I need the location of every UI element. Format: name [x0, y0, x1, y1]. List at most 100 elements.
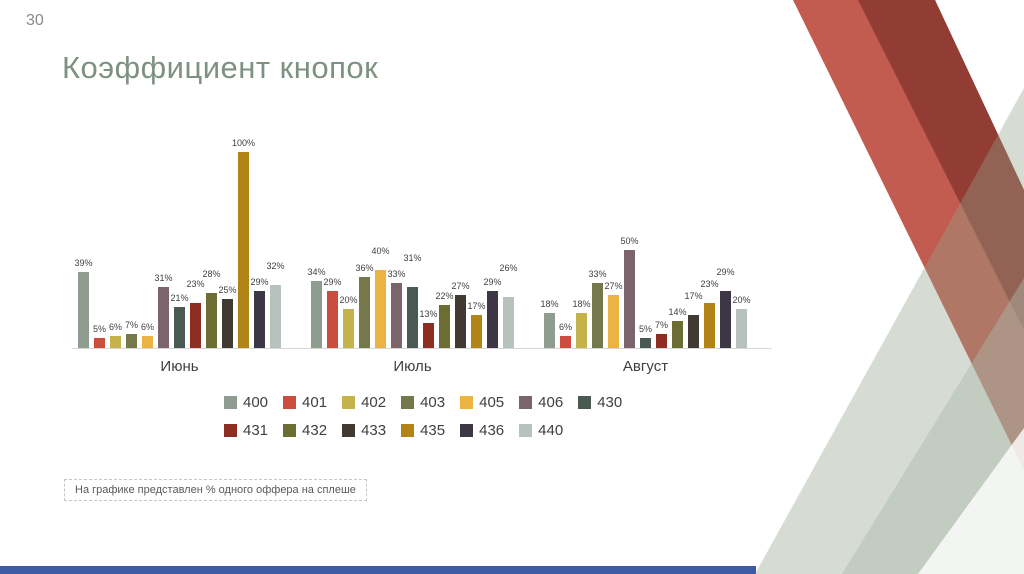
bar-value-label: 100% — [231, 138, 256, 148]
bar-series-405 — [142, 336, 153, 348]
slide-page-number: 30 — [26, 12, 44, 29]
bar-value-label: 39% — [74, 257, 93, 268]
bar-value-label: 18% — [572, 298, 591, 309]
bar-value-label: 27% — [604, 281, 623, 292]
legend-item-440: 440 — [519, 422, 563, 439]
bar-series-402 — [343, 308, 354, 348]
legend-label: 403 — [420, 394, 446, 411]
legend-label: 401 — [302, 394, 328, 411]
bar-value-label: 33% — [588, 269, 607, 280]
bar-series-406 — [158, 287, 169, 348]
legend-label: 402 — [361, 394, 387, 411]
bar-value-label: 6% — [108, 322, 123, 333]
bottom-blue-bar — [0, 566, 756, 574]
bar-series-432 — [206, 293, 217, 348]
legend-label: 400 — [243, 394, 269, 411]
bar-series-440 — [736, 308, 747, 348]
legend-swatch — [283, 424, 297, 437]
legend-swatch — [460, 396, 474, 409]
bar-value-label: 5% — [92, 324, 107, 335]
legend-item-431: 431 — [224, 422, 268, 439]
bar-value-label: 31% — [403, 253, 422, 264]
legend-swatch — [519, 424, 533, 437]
bar-value-label: 23% — [186, 278, 205, 289]
bar-value-label: 6% — [558, 322, 573, 333]
legend-item-435: 435 — [401, 422, 445, 439]
legend-item-401: 401 — [283, 394, 327, 411]
bar-series-400 — [311, 281, 322, 348]
bar-value-label: 32% — [266, 261, 285, 272]
bar-value-label: 33% — [387, 269, 406, 280]
legend-label: 431 — [243, 422, 269, 439]
legend-swatch — [460, 424, 474, 437]
bar-series-436 — [487, 291, 498, 348]
bar-series-435 — [238, 152, 249, 348]
legend-row-1: 400 401 402 403 405 406 430 — [224, 394, 772, 411]
legend-swatch — [578, 396, 592, 409]
plot-row: 39% 5% 6% 7% 6% 31% 21% 23% 28% 25% 100% 29% 32% 34% 2… — [72, 136, 772, 349]
legend-label: 440 — [538, 422, 564, 439]
legend-swatch — [519, 396, 533, 409]
legend-swatch — [342, 424, 356, 437]
note-box: На графике представлен % одного оффера н… — [64, 479, 367, 501]
legend-swatch — [401, 424, 415, 437]
category-label: Июнь — [160, 358, 199, 375]
bar-series-430 — [407, 287, 418, 348]
bar-series-433 — [222, 299, 233, 348]
bar-value-label: 7% — [654, 320, 669, 331]
bar-group: 39% 5% 6% 7% 6% 31% 21% 23% 28% 25% 100% 29% 32% — [74, 136, 285, 348]
bar-series-432 — [672, 320, 683, 348]
bar-series-400 — [78, 271, 89, 348]
bar-group: 18% 6% 18% 33% 27% 50% 5% 7% 14% 17% 23% 29% 20% — [540, 136, 751, 348]
bar-value-label: 36% — [355, 263, 374, 274]
legend-label: 406 — [538, 394, 564, 411]
bar-value-label: 29% — [323, 277, 342, 288]
bar-series-403 — [359, 277, 370, 348]
bar-series-403 — [126, 334, 137, 348]
bar-value-label: 26% — [499, 263, 518, 274]
bar-value-label: 20% — [732, 294, 751, 305]
legend-swatch — [283, 396, 297, 409]
bar-value-label: 6% — [140, 322, 155, 333]
bar-value-label: 5% — [638, 324, 653, 335]
bar-value-label: 34% — [307, 267, 326, 278]
legend-label: 405 — [479, 394, 505, 411]
bar-series-403 — [592, 283, 603, 348]
sage-light-triangle — [842, 278, 1024, 574]
bar-series-400 — [544, 312, 555, 348]
bar-series-435 — [471, 314, 482, 348]
legend-item-432: 432 — [283, 422, 327, 439]
bar-value-label: 40% — [371, 245, 390, 256]
bar-value-label: 18% — [540, 298, 559, 309]
sage-dark-triangle — [755, 88, 1024, 574]
legend-label: 433 — [361, 422, 387, 439]
legend-swatch — [342, 396, 356, 409]
bar-series-433 — [688, 314, 699, 348]
bar-value-label: 17% — [684, 290, 703, 301]
slide-title: Коэффициент кнопок — [62, 50, 379, 85]
bar-series-401 — [94, 338, 105, 348]
bar-value-label: 29% — [716, 267, 735, 278]
legend-swatch — [401, 396, 415, 409]
bar-value-label: 17% — [467, 300, 486, 311]
category-label: Июль — [393, 358, 432, 375]
bar-value-label: 28% — [202, 269, 221, 280]
bar-series-402 — [576, 312, 587, 348]
chart-legend: 400 401 402 403 405 406 430 431 432 433 435 436 440 — [224, 394, 772, 439]
bar-value-label: 29% — [483, 277, 502, 288]
bar-series-430 — [640, 338, 651, 348]
maroon-band-shape — [858, 0, 1024, 330]
bar-series-401 — [560, 336, 571, 348]
legend-item-436: 436 — [460, 422, 504, 439]
bar-group: 34% 29% 20% 36% 40% 33% 31% 13% 22% 27% 17% 29% 26% — [307, 136, 518, 348]
bar-chart: 39% 5% 6% 7% 6% 31% 21% 23% 28% 25% 100% 29% 32% 34% 2… — [72, 136, 772, 450]
bar-series-401 — [327, 291, 338, 348]
category-label: Август — [622, 358, 669, 375]
salmon-band-shape — [793, 0, 1024, 470]
legend-item-402: 402 — [342, 394, 386, 411]
legend-item-403: 403 — [401, 394, 445, 411]
legend-item-400: 400 — [224, 394, 268, 411]
bar-value-label: 21% — [170, 292, 189, 303]
bar-series-431 — [190, 302, 201, 348]
